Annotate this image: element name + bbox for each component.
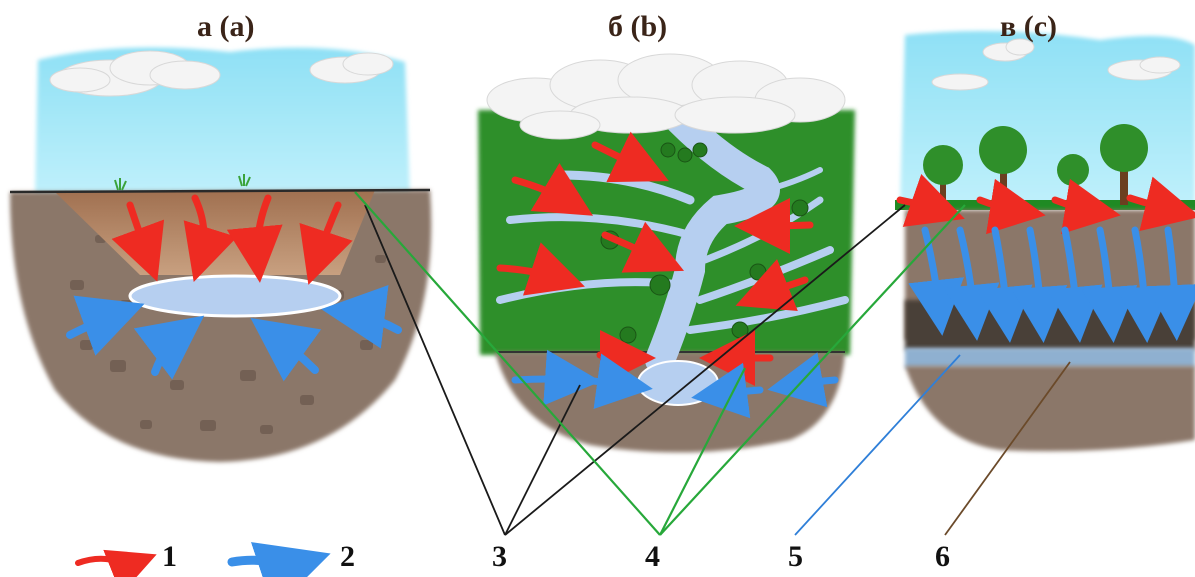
- panel-title-a: а (a): [197, 10, 255, 43]
- cloud-icon: [486, 53, 846, 140]
- legend-label-2: 2: [340, 540, 355, 573]
- legend-label-4: 4: [645, 540, 660, 573]
- legend-label-6: 6: [935, 540, 950, 573]
- panel-c-illustration: [895, 31, 1195, 452]
- groundwater-flow-arrows: [908, 226, 1195, 343]
- panel-title-c: в (c): [1000, 10, 1057, 43]
- leader-line-5: [794, 354, 961, 536]
- panel-b-illustration: [478, 53, 855, 453]
- leader-lines-3: [364, 204, 906, 536]
- panel-a-illustration: [9, 47, 432, 462]
- tree-icon: [923, 124, 1148, 205]
- legend-groundwater-flow-arrow-icon: [227, 542, 331, 577]
- legend-surface-flow-arrow-icon: [75, 549, 157, 577]
- surface-flow-arrows: [111, 194, 353, 285]
- legend-label-1: 1: [162, 540, 177, 573]
- groundwater-flow-arrows: [66, 285, 402, 382]
- leader-lines-4: [354, 191, 966, 536]
- leader-line-6: [944, 361, 1071, 536]
- panel-title-b: б (b): [608, 10, 668, 43]
- cloud-icon: [931, 38, 1181, 91]
- cloud-icon: [309, 52, 394, 84]
- surface-flow-arrows: [896, 174, 1195, 235]
- legend-label-5: 5: [788, 540, 803, 573]
- cloud-icon: [49, 50, 221, 97]
- legend-label-3: 3: [492, 540, 507, 573]
